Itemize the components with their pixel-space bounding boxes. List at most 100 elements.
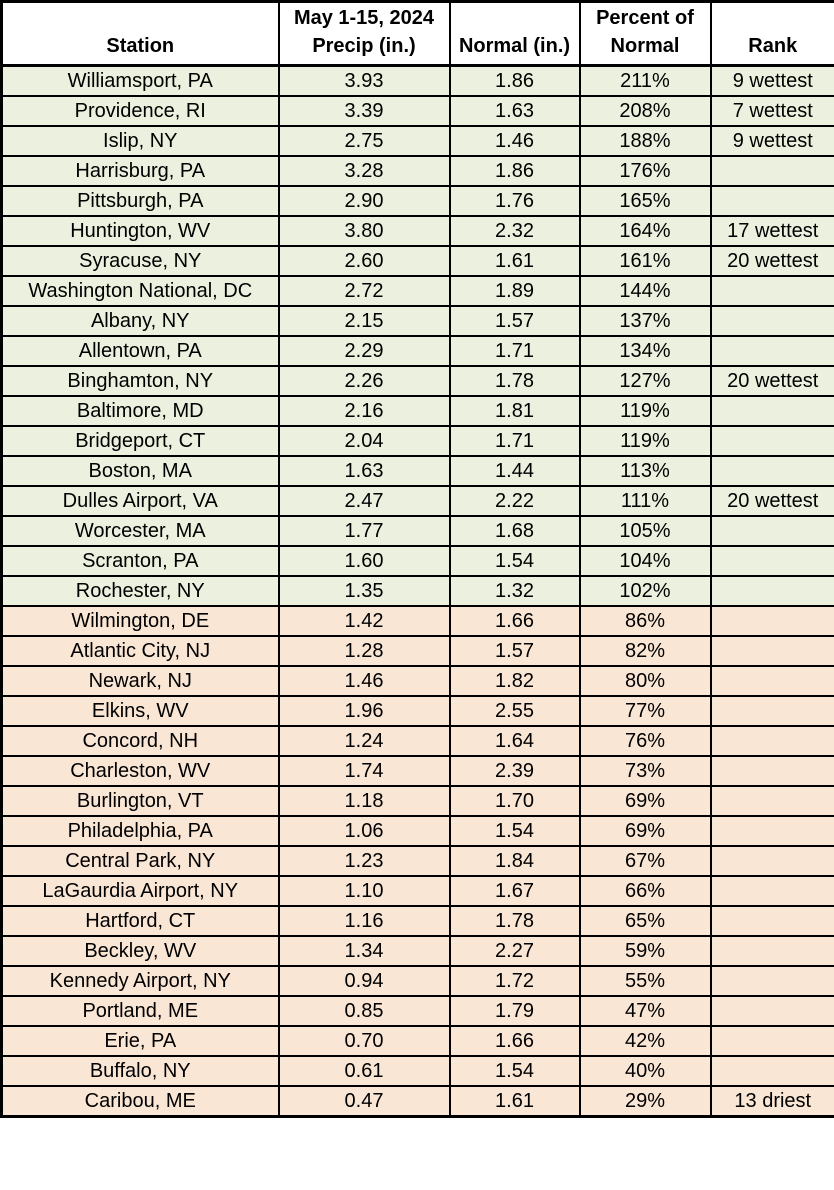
normal-cell: 1.57 xyxy=(448,635,581,667)
rank-cell: 7 wettest xyxy=(709,95,834,127)
normal-cell: 1.84 xyxy=(448,845,581,877)
table-row: Dulles Airport, VA 2.47 2.22 111% 20 wet… xyxy=(0,485,834,517)
station-cell: Worcester, MA xyxy=(0,515,280,547)
table-row: Erie, PA 0.70 1.66 42% xyxy=(0,1025,834,1057)
normal-cell: 1.66 xyxy=(448,605,581,637)
table-row: Huntington, WV 3.80 2.32 164% 17 wettest xyxy=(0,215,834,247)
precip-cell: 1.18 xyxy=(277,785,451,817)
normal-cell: 1.46 xyxy=(448,125,581,157)
station-cell: Bridgeport, CT xyxy=(0,425,280,457)
normal-cell: 2.39 xyxy=(448,755,581,787)
rank-cell xyxy=(709,605,834,637)
precip-cell: 0.94 xyxy=(277,965,451,997)
percent-cell: 119% xyxy=(578,425,712,457)
percent-cell: 77% xyxy=(578,695,712,727)
normal-cell: 1.64 xyxy=(448,725,581,757)
table-row: Washington National, DC 2.72 1.89 144% xyxy=(0,275,834,307)
table-row: Caribou, ME 0.47 1.61 29% 13 driest xyxy=(0,1085,834,1118)
percent-cell: 66% xyxy=(578,875,712,907)
precip-cell: 2.04 xyxy=(277,425,451,457)
station-cell: Charleston, WV xyxy=(0,755,280,787)
percent-cell: 211% xyxy=(578,64,712,97)
percent-cell: 111% xyxy=(578,485,712,517)
rank-cell: 9 wettest xyxy=(709,125,834,157)
normal-cell: 1.54 xyxy=(448,815,581,847)
table-row: Newark, NJ 1.46 1.82 80% xyxy=(0,665,834,697)
rank-cell xyxy=(709,635,834,667)
precip-cell: 1.10 xyxy=(277,875,451,907)
table-row: Hartford, CT 1.16 1.78 65% xyxy=(0,905,834,937)
percent-cell: 164% xyxy=(578,215,712,247)
table-row: Williamsport, PA 3.93 1.86 211% 9 wettes… xyxy=(0,64,834,97)
percent-cell: 69% xyxy=(578,785,712,817)
normal-cell: 2.22 xyxy=(448,485,581,517)
station-cell: Elkins, WV xyxy=(0,695,280,727)
table-row: Worcester, MA 1.77 1.68 105% xyxy=(0,515,834,547)
precip-cell: 3.93 xyxy=(277,64,451,97)
percent-cell: 65% xyxy=(578,905,712,937)
station-cell: Caribou, ME xyxy=(0,1085,280,1118)
rank-cell xyxy=(709,965,834,997)
rank-cell xyxy=(709,335,834,367)
normal-cell: 1.57 xyxy=(448,305,581,337)
precip-cell: 3.39 xyxy=(277,95,451,127)
station-cell: Huntington, WV xyxy=(0,215,280,247)
normal-cell: 1.89 xyxy=(448,275,581,307)
precip-cell: 0.47 xyxy=(277,1085,451,1118)
rank-cell xyxy=(709,395,834,427)
percent-cell: 69% xyxy=(578,815,712,847)
rank-cell xyxy=(709,815,834,847)
normal-cell: 1.54 xyxy=(448,545,581,577)
normal-cell: 1.54 xyxy=(448,1055,581,1087)
normal-cell: 1.61 xyxy=(448,1085,581,1118)
normal-cell: 1.81 xyxy=(448,395,581,427)
percent-cell: 59% xyxy=(578,935,712,967)
table-row: Syracuse, NY 2.60 1.61 161% 20 wettest xyxy=(0,245,834,277)
station-cell: Concord, NH xyxy=(0,725,280,757)
precip-cell: 3.80 xyxy=(277,215,451,247)
station-cell: Central Park, NY xyxy=(0,845,280,877)
rank-cell xyxy=(709,695,834,727)
precip-cell: 2.26 xyxy=(277,365,451,397)
table-row: Charleston, WV 1.74 2.39 73% xyxy=(0,755,834,787)
precip-cell: 2.29 xyxy=(277,335,451,367)
rank-cell: 20 wettest xyxy=(709,245,834,277)
rank-cell xyxy=(709,755,834,787)
precip-cell: 1.16 xyxy=(277,905,451,937)
percent-cell: 176% xyxy=(578,155,712,187)
percent-cell: 119% xyxy=(578,395,712,427)
rank-cell xyxy=(709,185,834,217)
station-cell: Williamsport, PA xyxy=(0,64,280,97)
station-cell: Beckley, WV xyxy=(0,935,280,967)
normal-cell: 1.66 xyxy=(448,1025,581,1057)
station-cell: Albany, NY xyxy=(0,305,280,337)
precip-cell: 1.06 xyxy=(277,815,451,847)
station-cell: Rochester, NY xyxy=(0,575,280,607)
station-cell: Binghamton, NY xyxy=(0,365,280,397)
normal-cell: 1.82 xyxy=(448,665,581,697)
rank-cell xyxy=(709,545,834,577)
percent-cell: 47% xyxy=(578,995,712,1027)
table-row: Rochester, NY 1.35 1.32 102% xyxy=(0,575,834,607)
station-cell: Baltimore, MD xyxy=(0,395,280,427)
header-percent-line2: Normal xyxy=(610,35,680,57)
rank-cell xyxy=(709,875,834,907)
percent-cell: 105% xyxy=(578,515,712,547)
normal-cell: 1.71 xyxy=(448,335,581,367)
station-cell: Atlantic City, NJ xyxy=(0,635,280,667)
percent-cell: 67% xyxy=(578,845,712,877)
rank-cell xyxy=(709,425,834,457)
table-body: Williamsport, PA 3.93 1.86 211% 9 wettes… xyxy=(0,64,834,1118)
rank-cell xyxy=(709,455,834,487)
header-station-line2: Station xyxy=(106,35,175,57)
precip-cell: 1.24 xyxy=(277,725,451,757)
rank-cell: 9 wettest xyxy=(709,64,834,97)
rank-cell xyxy=(709,575,834,607)
normal-cell: 1.86 xyxy=(448,64,581,97)
rank-cell xyxy=(709,905,834,937)
precip-cell: 1.74 xyxy=(277,755,451,787)
percent-cell: 113% xyxy=(578,455,712,487)
table-row: Pittsburgh, PA 2.90 1.76 165% xyxy=(0,185,834,217)
station-cell: Erie, PA xyxy=(0,1025,280,1057)
header-cell-rank: Rank xyxy=(709,0,834,67)
